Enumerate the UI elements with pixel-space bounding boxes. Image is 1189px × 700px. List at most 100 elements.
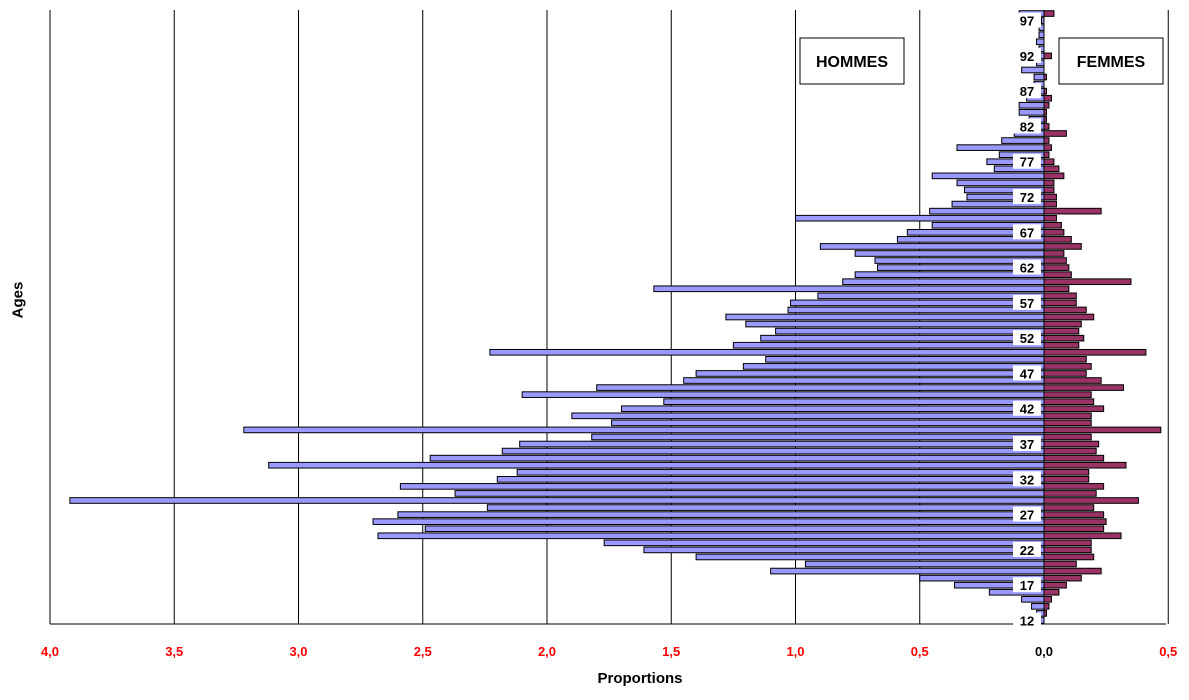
bar-hommes xyxy=(424,525,1045,533)
bar-hommes xyxy=(1036,38,1045,46)
y-axis-label-text: Ages xyxy=(9,281,27,319)
bar-femmes xyxy=(1043,377,1102,384)
bar-hommes xyxy=(1021,66,1045,74)
bar-femmes xyxy=(1043,243,1082,250)
bar-hommes xyxy=(683,377,1045,384)
bar-hommes xyxy=(69,497,1045,504)
bar-femmes xyxy=(1043,200,1057,208)
bar-hommes xyxy=(429,454,1045,462)
bar-hommes xyxy=(745,320,1045,328)
bar-hommes xyxy=(695,370,1045,377)
bar-femmes xyxy=(1043,137,1050,144)
bar-hommes xyxy=(496,475,1045,483)
age-tick-label: 37 xyxy=(1020,437,1034,452)
bar-hommes xyxy=(854,250,1045,257)
bar-hommes xyxy=(775,327,1045,335)
bar-hommes xyxy=(516,468,1045,476)
bar-femmes xyxy=(1043,228,1065,236)
bar-femmes xyxy=(1043,130,1067,137)
bar-hommes xyxy=(591,433,1045,441)
bar-femmes xyxy=(1043,186,1055,194)
age-tick-label: 52 xyxy=(1020,331,1034,346)
bar-femmes xyxy=(1043,560,1077,568)
x-tick-label: 0,0 xyxy=(1035,644,1053,659)
bar-femmes xyxy=(1043,567,1102,575)
bar-femmes xyxy=(1043,483,1105,490)
bar-hommes xyxy=(956,144,1045,151)
bar-hommes xyxy=(760,334,1045,342)
bar-femmes xyxy=(1043,518,1107,525)
age-tick-label: 82 xyxy=(1020,119,1034,134)
bar-femmes xyxy=(1043,419,1092,427)
bar-hommes xyxy=(501,447,1045,455)
bar-femmes xyxy=(1043,264,1070,271)
bar-femmes xyxy=(1043,433,1092,441)
bar-hommes xyxy=(653,285,1045,293)
age-tick-label: 67 xyxy=(1020,225,1034,240)
age-label-bg xyxy=(1013,47,1041,63)
bar-femmes xyxy=(1043,539,1092,547)
age-label-bg xyxy=(1013,400,1041,416)
bar-hommes xyxy=(842,278,1045,286)
y-axis-label: Ages xyxy=(3,240,33,360)
age-label-bg xyxy=(1013,541,1041,557)
bar-hommes xyxy=(377,532,1045,540)
bar-femmes xyxy=(1043,292,1077,300)
annotation-femmes-text: FEMMES xyxy=(1077,54,1146,71)
age-tick-label: 77 xyxy=(1020,155,1034,170)
x-tick-label: 4,0 xyxy=(41,644,59,659)
bar-femmes xyxy=(1043,447,1097,455)
bar-hommes xyxy=(695,553,1045,561)
bar-femmes xyxy=(1043,398,1095,406)
bar-hommes xyxy=(929,207,1045,215)
age-label-bg xyxy=(1013,189,1041,205)
bar-hommes xyxy=(804,560,1045,568)
bar-femmes xyxy=(1043,504,1095,511)
bar-hommes xyxy=(931,172,1045,180)
age-label-bg xyxy=(1013,436,1041,452)
bar-hommes xyxy=(1033,73,1045,81)
bar-femmes xyxy=(1043,574,1082,582)
bar-femmes xyxy=(1043,595,1052,603)
bar-femmes xyxy=(1043,363,1092,370)
bar-femmes xyxy=(1043,52,1052,60)
bar-femmes xyxy=(1043,341,1080,349)
bar-femmes xyxy=(1043,356,1087,363)
age-label-bg xyxy=(1013,471,1041,487)
bar-hommes xyxy=(819,243,1045,250)
bar-femmes xyxy=(1043,546,1092,554)
bar-femmes xyxy=(1043,207,1102,215)
annotation-hommes-box xyxy=(799,37,905,85)
bar-femmes xyxy=(1043,405,1105,413)
age-label-bg xyxy=(1013,365,1041,381)
bar-hommes xyxy=(795,214,1045,222)
bar-hommes xyxy=(1001,137,1045,144)
age-label-bg xyxy=(1013,224,1041,240)
bar-hommes xyxy=(399,483,1045,490)
bar-femmes xyxy=(1043,468,1090,476)
x-axis-label: Proportions xyxy=(597,670,683,687)
age-label-bg xyxy=(1013,330,1041,346)
bar-hommes xyxy=(790,299,1045,307)
bar-femmes xyxy=(1043,426,1162,434)
bar-femmes xyxy=(1043,285,1070,293)
bar-femmes xyxy=(1043,511,1105,518)
bar-hommes xyxy=(268,461,1045,469)
bar-hommes xyxy=(732,341,1045,349)
bar-femmes xyxy=(1043,214,1057,222)
x-tick-label: 1,0 xyxy=(786,644,804,659)
x-tick-label: 1,5 xyxy=(662,644,680,659)
bar-hommes xyxy=(1031,603,1045,610)
bar-femmes xyxy=(1043,158,1055,166)
bar-hommes xyxy=(454,490,1045,497)
bar-femmes xyxy=(1043,490,1097,497)
bar-hommes xyxy=(787,306,1045,314)
bar-hommes xyxy=(521,391,1045,398)
bar-femmes xyxy=(1043,94,1052,102)
bar-femmes xyxy=(1043,497,1139,504)
age-label-bg xyxy=(1013,259,1041,275)
x-tick-label: 0,5 xyxy=(1159,644,1177,659)
bar-femmes xyxy=(1043,334,1085,342)
